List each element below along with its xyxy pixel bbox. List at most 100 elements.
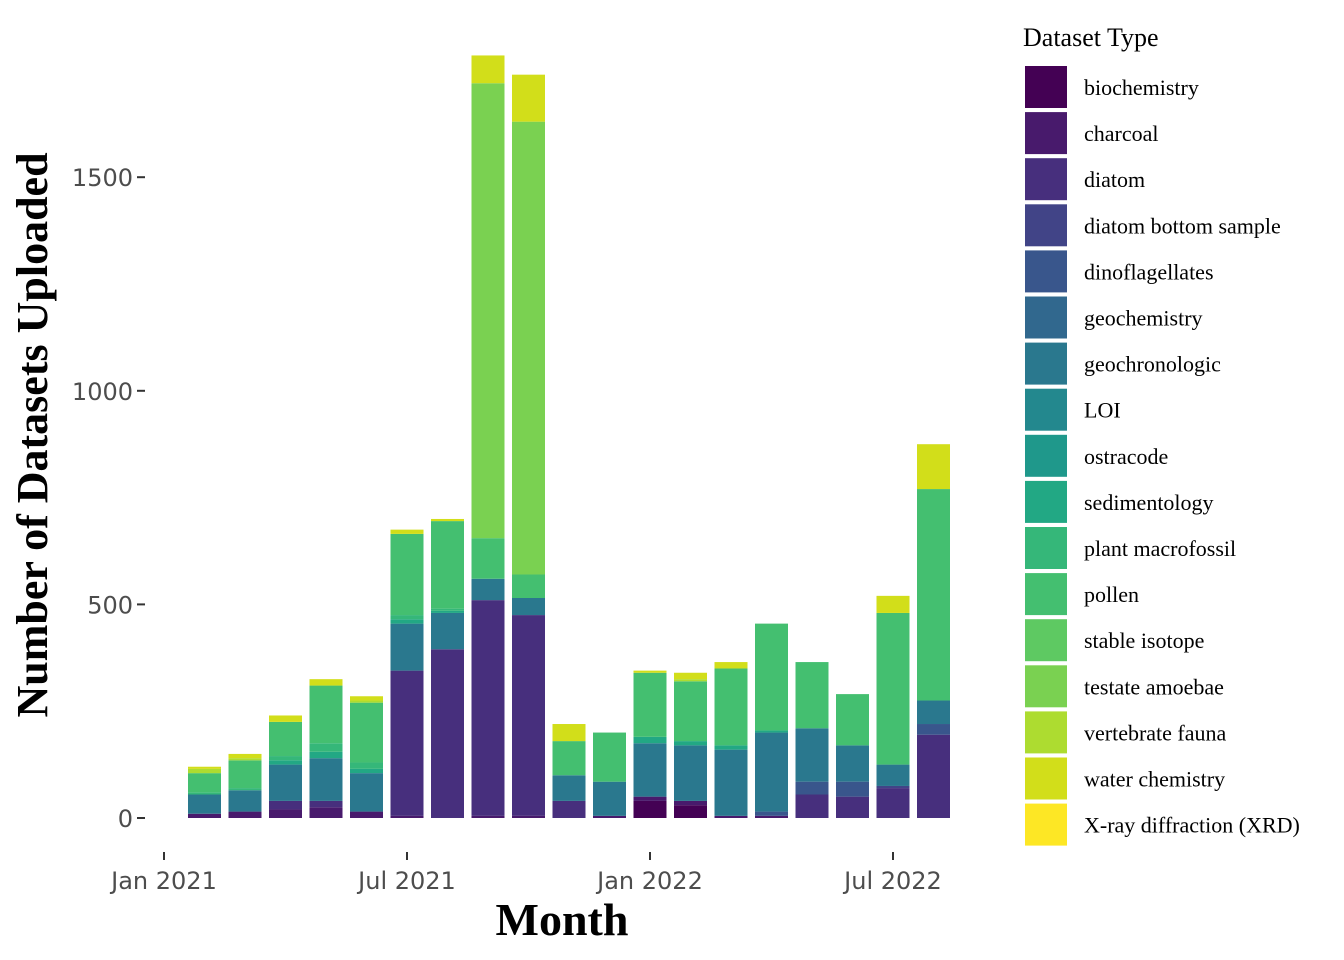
x-tick-label: Jan 2021	[109, 867, 217, 895]
legend-item-vertebrate-fauna: vertebrate fauna	[1025, 711, 1227, 754]
bar-segment-charcoal	[512, 815, 545, 818]
legend: Dataset Type biochemistry charcoal diatom d…	[1023, 23, 1300, 846]
bar-stack-2022-07	[876, 595, 910, 818]
bar-segment-sedimentology	[633, 736, 667, 744]
bar-segment-diatom	[795, 794, 829, 818]
legend-swatch	[1025, 757, 1067, 800]
legend-item-pollen: pollen	[1025, 573, 1139, 616]
bar-segment-plant-macrofossil	[188, 792, 221, 795]
x-tick-label: Jan 2022	[595, 867, 703, 895]
legend-item-stable-isotope: stable isotope	[1025, 619, 1204, 662]
bar-stack-2022-02	[674, 672, 707, 818]
bar-segment-sedimentology	[714, 745, 748, 750]
bar-segment-diatom	[876, 788, 910, 818]
bar-segment-water-chemistry	[228, 753, 262, 759]
legend-item-testate-amoebae: testate amoebae	[1025, 665, 1224, 708]
bar-segment-geochronologic	[593, 781, 626, 816]
bar-segment-geochronologic	[876, 764, 910, 786]
legend-label: stable isotope	[1084, 628, 1204, 653]
bar-stack-2021-04	[269, 715, 302, 818]
bar-segment-charcoal	[674, 800, 707, 806]
bar-segment-diatom	[552, 800, 586, 818]
bar-segment-pollen	[755, 623, 788, 731]
bar-stack-2022-01	[633, 670, 667, 818]
bar-segment-pollen	[674, 681, 707, 742]
legend-item-ostracode: ostracode	[1025, 434, 1168, 477]
legend-swatch	[1025, 112, 1067, 155]
bar-segment-water-chemistry	[674, 672, 707, 680]
legend-swatch	[1025, 434, 1067, 477]
y-tick-label: 1000	[72, 378, 133, 406]
bar-segment-geochronologic	[552, 775, 586, 801]
bar-segment-water-chemistry	[633, 670, 667, 673]
bar-segment-pollen	[228, 760, 262, 789]
x-tick-label: Jul 2022	[842, 867, 942, 895]
bar-segment-charcoal	[755, 815, 788, 818]
legend-items: biochemistry charcoal diatom diatom bottom …	[1025, 66, 1300, 846]
legend-label: pollen	[1084, 582, 1139, 607]
bar-segment-water-chemistry	[390, 529, 424, 534]
bar-segment-pollen	[471, 538, 505, 579]
bar-stack-2022-05	[795, 662, 829, 818]
bar-segment-geochronologic	[350, 773, 383, 812]
bar-segment-pollen	[593, 732, 626, 782]
bar-segment-plant-macrofossil	[390, 615, 424, 620]
bar-stack-2022-03	[714, 662, 748, 818]
legend-swatch	[1025, 573, 1067, 616]
legend-swatch	[1025, 204, 1067, 247]
x-axis: Jan 2021 Jul 2021 Jan 2022 Jul 2022	[109, 852, 942, 895]
bar-segment-diatom	[269, 800, 302, 810]
bar-segment-water-chemistry	[512, 74, 545, 122]
bar-segment-pollen	[633, 672, 667, 737]
legend-swatch	[1025, 158, 1067, 201]
legend-label: ostracode	[1084, 444, 1168, 469]
bar-segment-pollen	[876, 612, 910, 765]
bar-stack-2022-04	[755, 623, 788, 818]
legend-label: diatom	[1084, 167, 1145, 192]
legend-item-charcoal: charcoal	[1025, 112, 1159, 155]
bar-segment-water-chemistry	[309, 679, 343, 686]
bar-segment-pollen	[795, 662, 829, 729]
bar-segment-pollen	[188, 773, 221, 793]
bar-stack-2022-08	[917, 444, 950, 818]
bar-segment-pollen	[309, 685, 343, 744]
bar-segment-pollen	[350, 702, 383, 763]
legend-label: testate amoebae	[1084, 674, 1224, 699]
legend-swatch	[1025, 711, 1067, 754]
legend-swatch	[1025, 803, 1067, 846]
bar-segment-biochemistry	[633, 800, 667, 818]
bar-stack-2021-10	[512, 74, 545, 818]
legend-item-loi: LOI	[1025, 388, 1121, 431]
legend-swatch	[1025, 527, 1067, 569]
bar-segment-sedimentology	[269, 760, 302, 765]
bar-segment-geochronologic	[795, 728, 829, 782]
legend-label: charcoal	[1084, 121, 1159, 146]
legend-label: LOI	[1084, 398, 1121, 423]
bar-segment-geochronologic	[512, 597, 545, 616]
bar-segment-pollen	[836, 694, 869, 746]
bar-stack-2022-06	[836, 694, 869, 818]
bar-segment-geochronologic	[390, 623, 424, 671]
legend-item-diatom: diatom	[1025, 158, 1145, 201]
bar-segment-biochemistry	[674, 805, 707, 818]
bar-segment-dinoflagellates	[755, 811, 788, 816]
legend-title: Dataset Type	[1023, 23, 1159, 52]
legend-label: vertebrate fauna	[1084, 720, 1227, 745]
bar-segment-testate-amoebae	[512, 121, 545, 575]
y-tick-label: 500	[87, 591, 133, 619]
bar-segment-sedimentology	[431, 610, 464, 613]
bar-segment-pollen	[917, 489, 950, 701]
legend-item-biochemistry: biochemistry	[1025, 66, 1199, 108]
bar-stack-2021-03	[228, 753, 262, 818]
legend-swatch	[1025, 665, 1067, 708]
bar-segment-vertebrate-fauna	[674, 679, 707, 682]
legend-label: geochemistry	[1084, 306, 1203, 331]
bar-segment-diatom	[512, 615, 545, 816]
bar-segment-charcoal	[633, 796, 667, 801]
legend-swatch	[1025, 619, 1067, 662]
bar-segment-charcoal	[714, 815, 748, 818]
bar-segment-charcoal	[593, 815, 626, 818]
bar-segment-diatom	[917, 734, 950, 818]
bar-segment-plant-macrofossil	[431, 608, 464, 611]
y-tick-label: 1500	[72, 164, 133, 192]
